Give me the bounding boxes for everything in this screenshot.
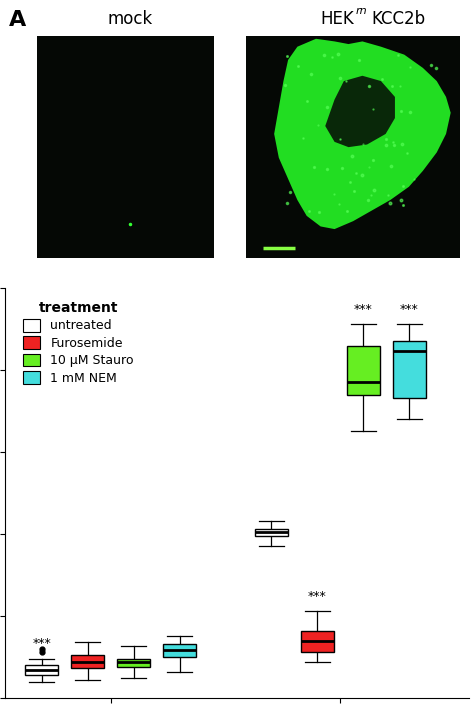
Text: rn: rn xyxy=(356,6,367,16)
Bar xyxy=(71,656,104,668)
Bar xyxy=(37,36,214,258)
Text: ***: *** xyxy=(32,637,51,651)
Polygon shape xyxy=(274,39,451,229)
Text: ***: *** xyxy=(400,303,419,316)
Bar xyxy=(393,341,426,398)
Bar xyxy=(25,666,58,675)
Text: KCC2b: KCC2b xyxy=(372,10,426,27)
Bar xyxy=(117,658,150,667)
Text: ***: *** xyxy=(354,303,373,316)
Bar xyxy=(255,529,288,536)
Bar xyxy=(301,631,334,652)
Legend: untreated, Furosemide, 10 μM Stauro, 1 mM NEM: untreated, Furosemide, 10 μM Stauro, 1 m… xyxy=(20,299,137,387)
Text: ***: *** xyxy=(308,590,327,603)
Text: A: A xyxy=(9,10,27,30)
Polygon shape xyxy=(325,75,395,147)
Text: mock: mock xyxy=(108,10,153,27)
Bar xyxy=(163,644,196,657)
Text: HEK: HEK xyxy=(320,10,355,27)
Bar xyxy=(246,36,460,258)
Bar xyxy=(347,345,380,395)
